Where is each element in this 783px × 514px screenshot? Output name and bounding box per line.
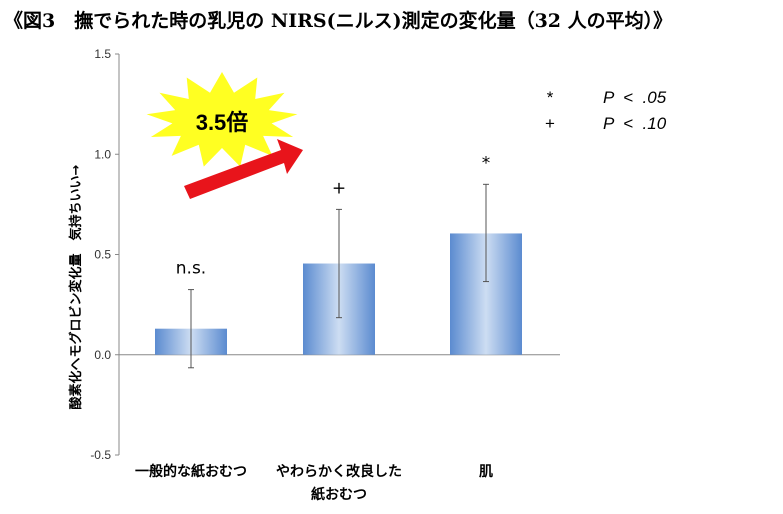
- category-label: やわらかく改良した: [276, 463, 402, 480]
- starburst-shape: [146, 72, 298, 167]
- category-label: 肌: [479, 464, 493, 480]
- y-tick-label: 1.5: [94, 47, 111, 61]
- callout-starburst: 3.5倍: [146, 72, 298, 167]
- legend-symbol-1: +: [545, 114, 555, 133]
- y-tick-label: 1.0: [94, 147, 111, 161]
- significance-label: n.s.: [176, 259, 206, 279]
- callout-text: 3.5倍: [196, 110, 249, 135]
- significance-label: *: [482, 153, 491, 173]
- y-axis-label: 酸素化ヘモグロビン変化量 気持ちいい→: [68, 164, 84, 409]
- legend-text-1: P < .10: [603, 114, 667, 133]
- y-tick-label: 0.5: [94, 248, 111, 262]
- category-label: 一般的な紙おむつ: [135, 463, 247, 480]
- legend-text-0: P < .05: [603, 88, 667, 107]
- legend: * P < .05 + P < .10: [545, 88, 667, 133]
- y-tick-label: 0.0: [94, 348, 111, 362]
- plot-area: -0.5 0.0 0.5 1.0 1.5 n.s. 一般的な紙おむつ + やわらかく改良した紙お…: [90, 47, 560, 503]
- significance-label: +: [332, 178, 346, 198]
- legend-symbol-0: *: [547, 88, 554, 107]
- category-label: 紙おむつ: [311, 486, 367, 503]
- red-arrow: [184, 139, 303, 199]
- y-tick-label: -0.5: [90, 448, 111, 462]
- chart-title: 《図3 撫でられた時の乳児の NIRS(ニルス)測定の変化量（32 人の平均）》: [4, 10, 673, 32]
